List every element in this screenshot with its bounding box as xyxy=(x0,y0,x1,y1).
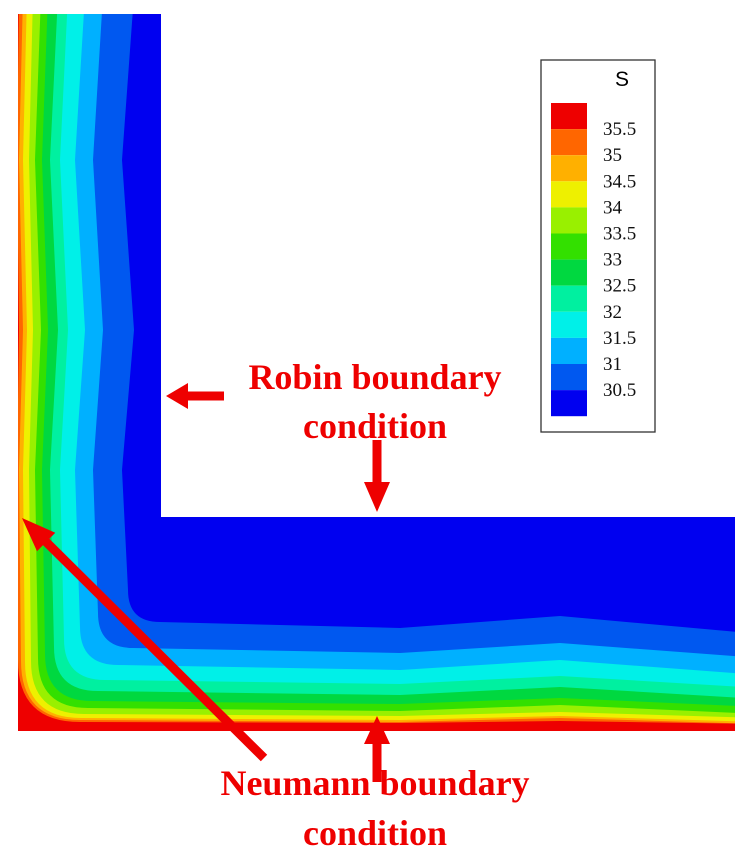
legend-label: 33 xyxy=(603,250,622,271)
robin-label-line2: condition xyxy=(303,406,447,446)
legend-swatch xyxy=(551,103,587,130)
legend-label: 34.5 xyxy=(603,171,636,192)
legend-label: 31 xyxy=(603,354,622,375)
annotation-arrow xyxy=(364,440,390,512)
legend-label: 35 xyxy=(603,145,622,166)
legend-label: 32 xyxy=(603,302,622,323)
annotation-arrows xyxy=(22,383,390,782)
legend-title: S xyxy=(615,68,629,91)
robin-label-line1: Robin boundary xyxy=(248,357,501,397)
legend-swatch xyxy=(551,233,587,260)
neumann-label-line1: Neumann boundary xyxy=(220,763,529,803)
legend-label: 31.5 xyxy=(603,328,636,349)
legend-swatch xyxy=(551,311,587,338)
legend-swatch xyxy=(551,364,587,391)
legend-label: 33.5 xyxy=(603,224,636,245)
legend-swatch xyxy=(551,207,587,234)
annotation-arrow xyxy=(364,716,390,782)
legend-swatch xyxy=(551,285,587,312)
neumann-label-line2: condition xyxy=(303,813,447,853)
legend-swatch xyxy=(551,337,587,364)
legend-swatch xyxy=(551,129,587,156)
legend-swatch xyxy=(551,259,587,286)
legend-label: 34 xyxy=(603,197,623,218)
legend-swatch xyxy=(551,155,587,182)
legend-labels: 35.5 35 34.5 34 33.5 33 32.5 32 31.5 31 30.5 xyxy=(603,119,636,401)
legend-label: 35.5 xyxy=(603,119,636,140)
annotation-arrow xyxy=(166,383,224,409)
annotation-arrow xyxy=(22,518,268,762)
contour-band xyxy=(18,14,735,731)
legend-label: 30.5 xyxy=(603,380,636,401)
legend-swatches xyxy=(551,103,587,417)
legend-swatch xyxy=(551,181,587,208)
legend-swatch xyxy=(551,390,587,417)
color-legend: S 35.5 35 34.5 34 33.5 33 32.5 32 31.5 31 30.5 xyxy=(540,59,656,433)
legend-label: 32.5 xyxy=(603,276,636,297)
